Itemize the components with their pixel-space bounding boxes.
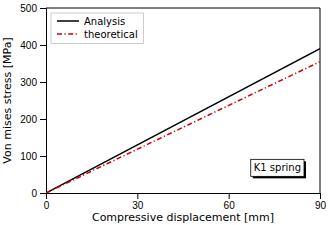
legend-item: Analysis [57,16,125,27]
legend-label: theoretical [84,29,138,40]
legend-swatch [57,33,79,35]
x-axis: 0 30 60 90 [44,193,327,211]
tick: 0 [44,193,50,211]
tick: 400 [20,40,46,51]
tick: 100 [20,151,46,162]
tick: 90 [315,193,327,211]
tick-mark [229,193,230,199]
plot-area: 0 30 60 90 0 100 200 300 400 500 K1 spring Analysis… [20,3,326,211]
y-axis-title: Von mises stress [MPa] [1,37,14,163]
tick: 30 [132,193,144,211]
tick-mark [40,45,46,46]
tick-label: 60 [224,200,236,211]
lines [46,49,320,193]
tick-label: 0 [31,188,37,199]
tick-mark [320,193,321,199]
tick: 500 [20,3,46,14]
annotation-box [251,159,304,176]
tick-label: 200 [20,114,37,125]
x-axis-title: Compressive displacement [mm] [92,211,274,224]
frame [46,8,320,9]
tick-label: 300 [20,77,37,88]
tick-mark [40,82,46,83]
tick-label: 30 [132,200,144,211]
tick-mark [40,193,46,194]
tick-mark [40,119,46,120]
annotations: K1 spring [251,159,306,178]
tick-label: 0 [44,200,50,211]
tick: 300 [20,77,46,88]
series-line [46,49,320,193]
y-axis: 0 100 200 300 400 500 [20,3,46,199]
tick-label: 100 [20,151,37,162]
tick-label: 500 [20,3,37,14]
legend-box [51,13,144,44]
axis-line [40,9,47,194]
tick-label: 400 [20,40,37,51]
axis-line [47,194,321,200]
tick-mark [40,156,46,157]
tick: 200 [20,114,46,125]
legend-item: theoretical [57,29,138,40]
tick: 60 [224,193,236,211]
tick: 0 [31,188,46,199]
legend-swatch [57,20,79,22]
annotation: K1 spring [251,159,306,178]
annotation-text: K1 spring [254,162,301,173]
tick-mark [40,8,46,9]
tick-mark [137,193,138,199]
tick-label: 90 [315,200,327,211]
legend-label: Analysis [84,16,125,27]
series-line [46,62,320,193]
frame [320,8,321,193]
chart: 0 30 60 90 0 100 200 300 400 500 K1 spring Analysis… [0,0,330,225]
legend: Analysis theoretical [51,13,144,44]
